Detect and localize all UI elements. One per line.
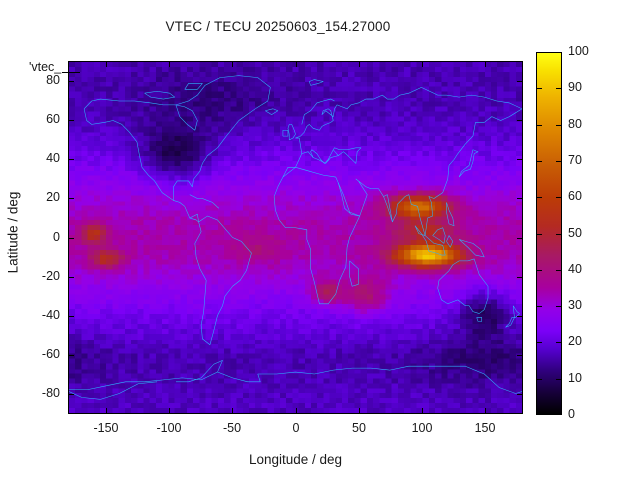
x-axis-tick-top (296, 61, 297, 67)
y-axis-tick-label: 60 (46, 112, 60, 126)
y-axis-tick-right (517, 198, 523, 199)
y-axis-tick (68, 355, 74, 356)
y-axis-tick-right (517, 120, 523, 121)
y-axis-tick-label: -40 (41, 308, 60, 322)
colorbar-tick-label: 50 (568, 226, 582, 240)
y-axis-tick (68, 316, 74, 317)
y-axis-tick-right (517, 81, 523, 82)
colorbar-tick (536, 88, 542, 89)
colorbar-tick (536, 342, 542, 343)
x-axis-tick-label: -50 (222, 421, 242, 435)
x-axis-tick-top (422, 61, 423, 67)
x-axis-tick (296, 408, 297, 414)
colorbar-tick-right (556, 342, 562, 343)
x-axis-tick-top (485, 61, 486, 67)
y-axis-tick-label: 0 (53, 230, 60, 244)
x-axis-tick (359, 408, 360, 414)
page-title: VTEC / TECU 20250603_154.27000 (165, 19, 391, 34)
x-axis-tick-top (169, 61, 170, 67)
colorbar-tick-right (556, 306, 562, 307)
y-axis-tick-right (517, 159, 523, 160)
x-axis-title: Longitude / deg (248, 452, 343, 467)
vtec-heatmap (69, 62, 522, 413)
x-axis-tick-top (106, 61, 107, 67)
colorbar-tick-label: 100 (568, 44, 589, 58)
colorbar-tick-label: 90 (568, 80, 582, 94)
x-axis-tick (485, 408, 486, 414)
colorbar-tick-label: 40 (568, 262, 582, 276)
y-axis-tick (68, 277, 74, 278)
y-axis-tick-label: 40 (46, 151, 60, 165)
y-axis-tick-label: 20 (46, 190, 60, 204)
colorbar-tick-right (556, 379, 562, 380)
colorbar-tick-right (556, 234, 562, 235)
y-axis-tick (68, 159, 74, 160)
x-axis-tick-label: 150 (474, 421, 496, 435)
x-axis-tick-label: -150 (93, 421, 119, 435)
y-axis-tick (68, 394, 74, 395)
colorbar-tick-label: 0 (568, 407, 575, 421)
colorbar-tick (536, 197, 542, 198)
y-axis-tick-label: -80 (41, 386, 60, 400)
x-axis-tick (169, 408, 170, 414)
x-axis-tick-label: 50 (352, 421, 366, 435)
y-axis-tick (68, 120, 74, 121)
plot-key-line (62, 72, 80, 73)
colorbar-tick (536, 379, 542, 380)
colorbar-tick-label: 80 (568, 117, 582, 131)
y-axis-tick-right (517, 238, 523, 239)
y-axis-tick (68, 198, 74, 199)
y-axis-tick-right (517, 277, 523, 278)
y-axis-tick (68, 238, 74, 239)
colorbar-tick (536, 161, 542, 162)
colorbar-tick-label: 20 (568, 334, 582, 348)
y-axis-tick-label: -60 (41, 347, 60, 361)
colorbar-tick-right (556, 125, 562, 126)
y-axis-tick-label: 80 (46, 73, 60, 87)
colorbar-tick-right (556, 197, 562, 198)
colorbar-tick-right (556, 161, 562, 162)
y-axis-title: Latitude / deg (5, 191, 21, 274)
colorbar-tick-right (556, 270, 562, 271)
y-axis-tick (68, 81, 74, 82)
y-axis-tick-right (517, 316, 523, 317)
plot-key-label: 'vtec_ (29, 60, 62, 74)
y-axis-tick-label: -20 (41, 269, 60, 283)
heatmap-plot-area (68, 61, 523, 414)
y-axis-tick-right (517, 355, 523, 356)
colorbar-tick-label: 10 (568, 371, 582, 385)
x-axis-tick-label: 0 (292, 421, 300, 435)
colorbar-tick-label: 60 (568, 189, 582, 203)
colorbar-tick (536, 125, 542, 126)
y-axis-tick-right (517, 394, 523, 395)
colorbar-tick-label: 30 (568, 298, 582, 312)
x-axis-tick-label: -100 (156, 421, 182, 435)
colorbar-tick (536, 306, 542, 307)
coastline-overlay (69, 62, 522, 413)
colorbar-tick-label: 70 (568, 153, 582, 167)
colorbar-tick-right (556, 88, 562, 89)
x-axis-tick (232, 408, 233, 414)
x-axis-tick (422, 408, 423, 414)
x-axis-tick (106, 408, 107, 414)
x-axis-tick-top (359, 61, 360, 67)
colorbar-tick (536, 234, 542, 235)
x-axis-tick-top (232, 61, 233, 67)
colorbar (536, 52, 562, 415)
x-axis-tick-label: 100 (411, 421, 433, 435)
colorbar-tick (536, 270, 542, 271)
